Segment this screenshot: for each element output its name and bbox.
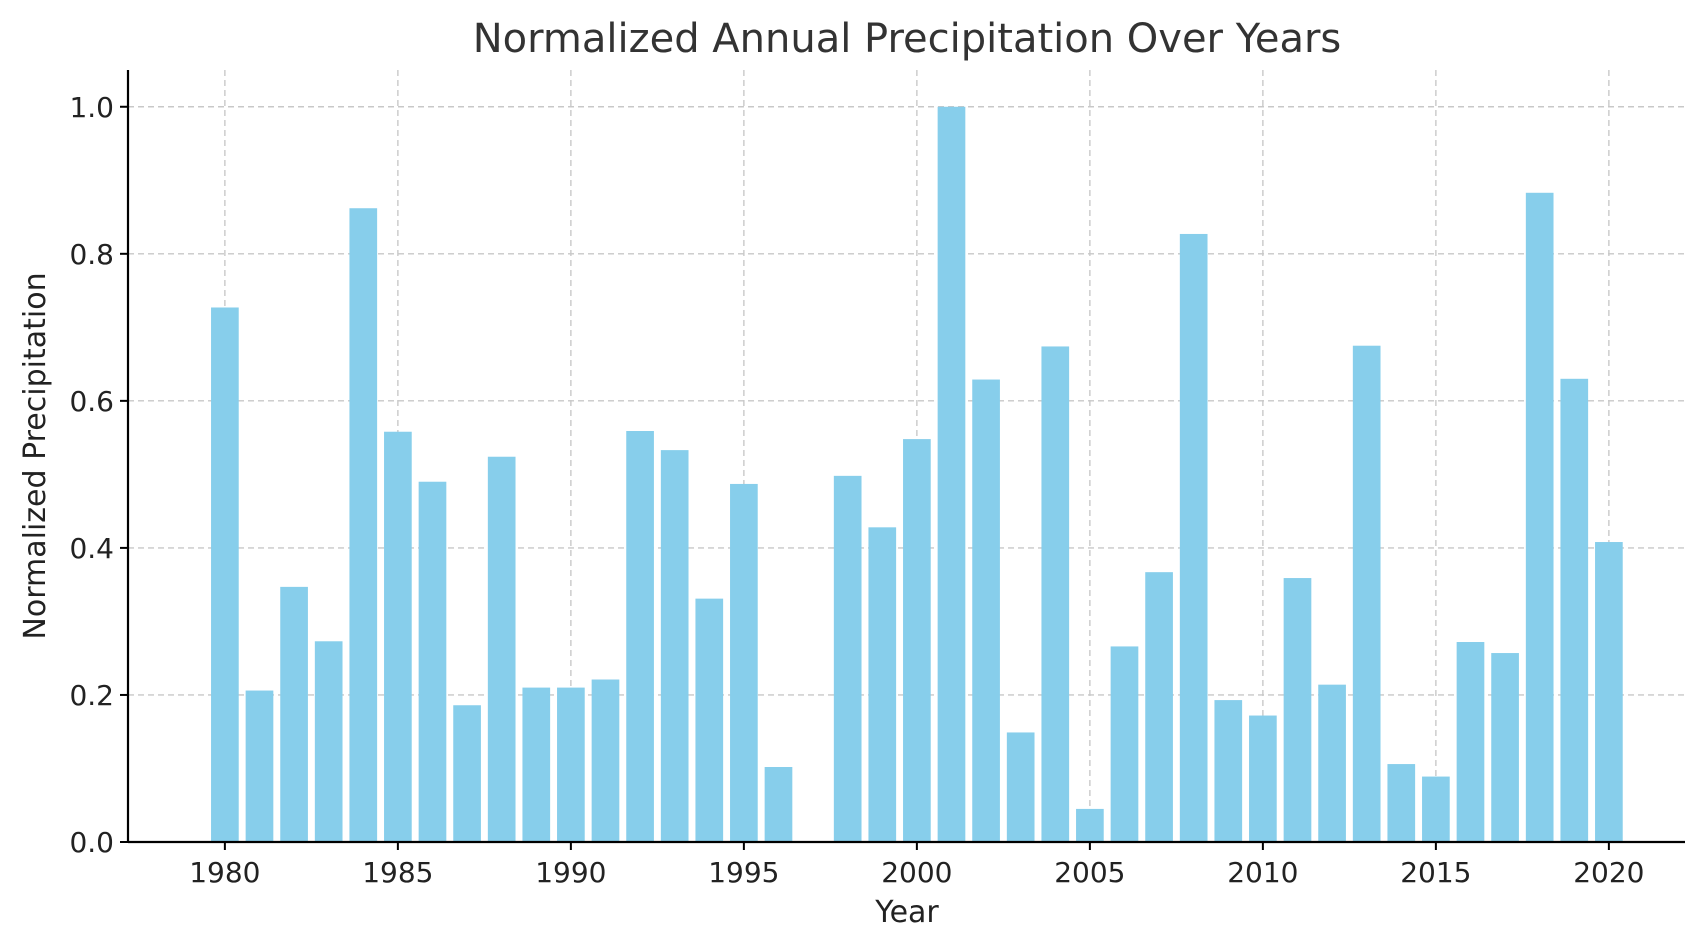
bar-1990 xyxy=(557,687,585,842)
bar-1981 xyxy=(245,690,274,842)
bar-2012 xyxy=(1318,684,1346,842)
x-tick-label: 1985 xyxy=(362,856,433,889)
x-tick-label: 1995 xyxy=(708,856,779,889)
bar-1991 xyxy=(591,679,620,842)
bar-1983 xyxy=(314,641,343,842)
bar-2011 xyxy=(1283,578,1312,842)
bar-1987 xyxy=(453,705,481,842)
x-tick-label: 2000 xyxy=(881,856,952,889)
bar-2002 xyxy=(972,379,1000,842)
bar-2016 xyxy=(1456,642,1485,842)
bar-1982 xyxy=(280,586,308,842)
bar-1984 xyxy=(349,208,378,843)
bar-2009 xyxy=(1214,700,1243,842)
y-tick-label: 0.4 xyxy=(69,532,114,565)
bar-2001 xyxy=(937,106,966,842)
bar-2019 xyxy=(1560,378,1589,842)
bar-2000 xyxy=(903,439,931,842)
x-axis-ticks: 1980 1985 1990 1995 2000 2005 2010 2015 2020 xyxy=(189,842,1645,889)
x-tick-label: 2015 xyxy=(1400,856,1471,889)
x-tick-label: 2005 xyxy=(1054,856,1125,889)
bar-1992 xyxy=(626,431,654,842)
bar-1993 xyxy=(660,450,689,842)
bars xyxy=(211,106,1623,843)
bar-2004 xyxy=(1041,346,1070,842)
bar-2003 xyxy=(1006,732,1035,842)
bar-2005 xyxy=(1076,808,1104,842)
x-tick-label: 1980 xyxy=(189,856,260,889)
bar-1986 xyxy=(418,481,447,842)
y-tick-label: 0.2 xyxy=(69,679,114,712)
y-tick-label: 0.0 xyxy=(69,826,114,859)
bar-2018 xyxy=(1525,192,1554,842)
bar-2006 xyxy=(1110,646,1139,842)
bar-2014 xyxy=(1387,764,1416,842)
y-tick-label: 0.8 xyxy=(69,238,114,271)
bar-2015 xyxy=(1422,776,1450,842)
bar-2013 xyxy=(1352,345,1381,842)
x-axis-label: Year xyxy=(874,895,939,930)
bar-1980 xyxy=(211,307,239,842)
bar-1994 xyxy=(695,598,724,842)
bar-2017 xyxy=(1491,653,1519,842)
bar-1996 xyxy=(764,767,793,842)
bar-1988 xyxy=(487,456,516,842)
y-axis-label: Normalized Precipitation xyxy=(18,272,53,639)
bar-2007 xyxy=(1145,572,1173,842)
axes xyxy=(126,70,1685,844)
y-axis-ticks: 0.0 0.2 0.4 0.6 0.8 1.0 xyxy=(69,91,128,859)
y-tick-label: 1.0 xyxy=(69,91,114,124)
x-tick-label: 1990 xyxy=(535,856,606,889)
bar-1995 xyxy=(730,483,758,842)
chart-title: Normalized Annual Precipitation Over Yea… xyxy=(473,16,1342,62)
bar-1985 xyxy=(384,431,412,842)
x-tick-label: 2020 xyxy=(1573,856,1644,889)
y-tick-label: 0.6 xyxy=(69,385,114,418)
bar-1998 xyxy=(833,475,862,842)
x-tick-label: 2010 xyxy=(1227,856,1298,889)
bar-1989 xyxy=(522,687,551,842)
bar-2010 xyxy=(1249,715,1277,842)
bar-2020 xyxy=(1595,542,1623,842)
bar-2008 xyxy=(1179,233,1208,842)
bar-1999 xyxy=(868,527,897,842)
